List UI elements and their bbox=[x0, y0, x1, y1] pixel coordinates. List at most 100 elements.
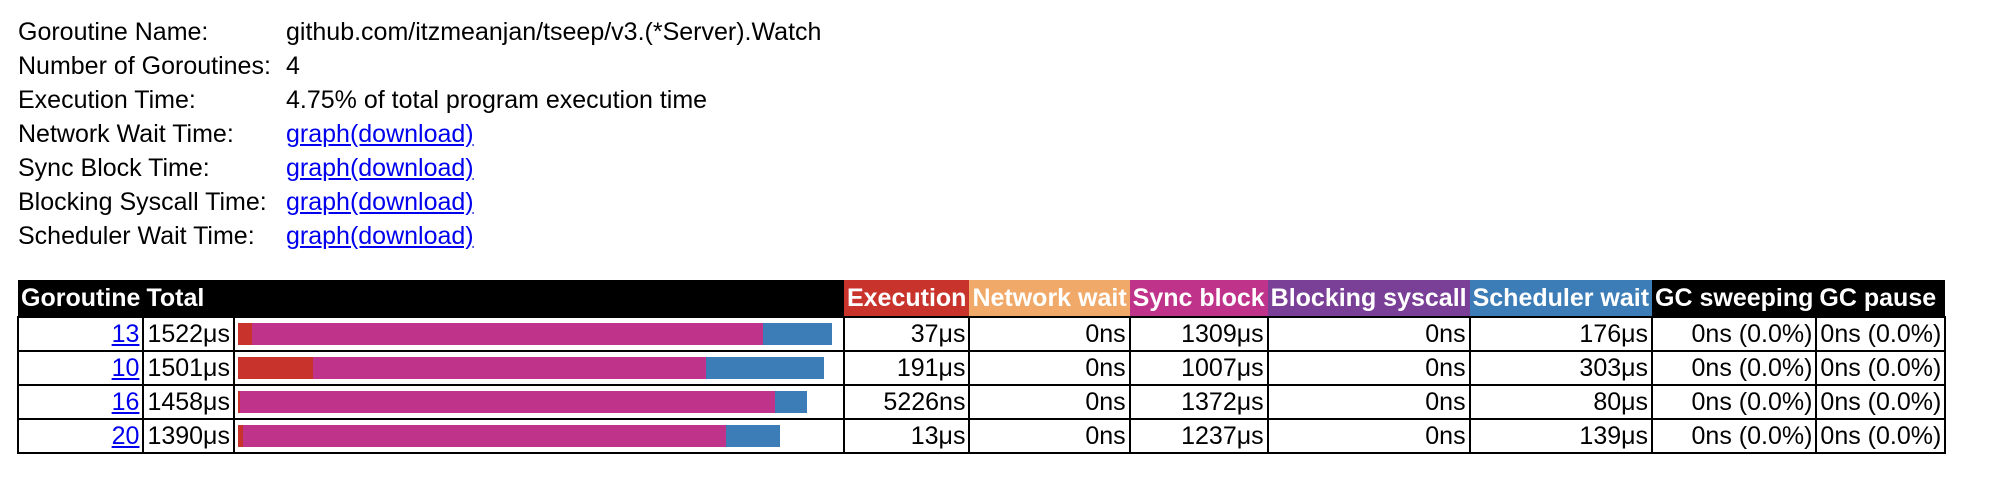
info-row-sync: Sync Block Time: graph(download) bbox=[18, 151, 821, 185]
total-cell: 1501μs bbox=[142, 350, 235, 386]
col-bar bbox=[233, 280, 844, 317]
total-cell: 1522μs bbox=[142, 316, 235, 352]
time-bar bbox=[237, 323, 840, 345]
execution-cell: 13μs bbox=[842, 418, 971, 454]
goroutine-id-link[interactable]: 16 bbox=[111, 387, 140, 416]
goroutine-name-value: github.com/itzmeanjan/tseep/v3.(*Server)… bbox=[286, 18, 822, 46]
bar-segment-scheduler-wait bbox=[763, 323, 832, 345]
info-row-network: Network Wait Time: graph(download) bbox=[18, 117, 821, 151]
blocking-syscall-download-link[interactable]: (download) bbox=[349, 188, 474, 216]
blocking-syscall-cell: 0ns bbox=[1266, 316, 1471, 352]
goroutine-id-link[interactable]: 10 bbox=[111, 353, 140, 382]
total-cell: 1390μs bbox=[142, 418, 235, 454]
col-goroutine: Goroutine bbox=[18, 280, 144, 317]
table-row: 13 1522μs 37μs 0ns 1309μs 0ns 176μs 0ns (0.0%) 0… bbox=[16, 316, 1947, 352]
table-header-row: Goroutine Total Execution Network wait S… bbox=[18, 280, 1946, 317]
blocking-syscall-label: Blocking Syscall Time: bbox=[18, 188, 267, 216]
time-bar-cell bbox=[232, 418, 845, 454]
col-total: Total bbox=[143, 280, 234, 317]
goroutine-id-cell: 20 bbox=[16, 418, 145, 454]
execution-cell: 191μs bbox=[842, 350, 971, 386]
bar-segment-sync-block bbox=[312, 357, 706, 379]
gc-sweeping-cell: 0ns (0.0%) bbox=[1651, 384, 1818, 420]
info-row-name: Goroutine Name: github.com/itzmeanjan/ts… bbox=[18, 15, 821, 49]
table-row: 10 1501μs 191μs 0ns 1007μs 0ns 303μs 0ns (0.0%)… bbox=[16, 350, 1947, 386]
table-row: 20 1390μs 13μs 0ns 1237μs 0ns 139μs 0ns (0.0%) 0… bbox=[16, 418, 1947, 454]
network-wait-graph-link[interactable]: graph bbox=[286, 120, 350, 148]
scheduler-wait-cell: 303μs bbox=[1468, 350, 1654, 386]
gc-sweeping-cell: 0ns (0.0%) bbox=[1651, 418, 1818, 454]
execution-time-value: 4.75% of total program execution time bbox=[286, 86, 708, 114]
bar-segment-sync-block bbox=[243, 425, 726, 447]
scheduler-wait-graph-link[interactable]: graph bbox=[286, 222, 350, 250]
sync-block-cell: 1237μs bbox=[1128, 418, 1269, 454]
gc-sweeping-cell: 0ns (0.0%) bbox=[1651, 350, 1818, 386]
info-row-exec: Execution Time: 4.75% of total program e… bbox=[18, 83, 821, 117]
scheduler-wait-cell: 139μs bbox=[1468, 418, 1654, 454]
sync-block-label: Sync Block Time: bbox=[18, 154, 210, 182]
bar-segment-execution bbox=[237, 391, 240, 413]
col-gc-pause: GC pause bbox=[1816, 280, 1946, 317]
time-bar-cell bbox=[232, 316, 845, 352]
blocking-syscall-cell: 0ns bbox=[1266, 384, 1471, 420]
goroutine-table: Goroutine Total Execution Network wait S… bbox=[16, 280, 1947, 454]
sync-block-cell: 1372μs bbox=[1128, 384, 1269, 420]
goroutine-name-label: Goroutine Name: bbox=[18, 18, 209, 46]
goroutine-count-label: Number of Goroutines: bbox=[18, 52, 271, 80]
bar-segment-execution bbox=[237, 323, 253, 345]
gc-pause-cell: 0ns (0.0%) bbox=[1815, 384, 1947, 420]
execution-cell: 37μs bbox=[842, 316, 971, 352]
bar-segment-scheduler-wait bbox=[725, 425, 781, 447]
gc-pause-cell: 0ns (0.0%) bbox=[1815, 418, 1947, 454]
goroutine-id-cell: 13 bbox=[16, 316, 145, 352]
info-row-syscall: Blocking Syscall Time: graph(download) bbox=[18, 185, 821, 219]
goroutine-id-cell: 10 bbox=[16, 350, 145, 386]
info-row-sched: Scheduler Wait Time: graph(download) bbox=[18, 219, 821, 253]
scheduler-wait-cell: 176μs bbox=[1468, 316, 1654, 352]
bar-segment-sync-block bbox=[252, 323, 764, 345]
time-bar-cell bbox=[232, 350, 845, 386]
col-scheduler-wait: Scheduler wait bbox=[1469, 280, 1653, 317]
goroutine-count-value: 4 bbox=[286, 52, 300, 80]
blocking-syscall-graph-link[interactable]: graph bbox=[286, 188, 350, 216]
goroutine-id-link[interactable]: 13 bbox=[111, 319, 140, 348]
sync-block-download-link[interactable]: (download) bbox=[349, 154, 474, 182]
sync-block-cell: 1007μs bbox=[1128, 350, 1269, 386]
col-sync-block: Sync block bbox=[1129, 280, 1268, 317]
network-wait-cell: 0ns bbox=[968, 384, 1131, 420]
bar-segment-scheduler-wait bbox=[775, 391, 807, 413]
bar-segment-sync-block bbox=[240, 391, 776, 413]
time-bar bbox=[237, 425, 840, 447]
table-row: 16 1458μs 5226ns 0ns 1372μs 0ns 80μs 0ns (0.0%)… bbox=[16, 384, 1947, 420]
gc-pause-cell: 0ns (0.0%) bbox=[1815, 350, 1947, 386]
time-bar-cell bbox=[232, 384, 845, 420]
gc-sweeping-cell: 0ns (0.0%) bbox=[1651, 316, 1818, 352]
col-gc-sweeping: GC sweeping bbox=[1652, 280, 1817, 317]
time-bar bbox=[237, 357, 840, 379]
bar-segment-scheduler-wait bbox=[705, 357, 824, 379]
goroutine-id-cell: 16 bbox=[16, 384, 145, 420]
network-wait-download-link[interactable]: (download) bbox=[349, 120, 474, 148]
scheduler-wait-download-link[interactable]: (download) bbox=[349, 222, 474, 250]
goroutine-id-link[interactable]: 20 bbox=[111, 421, 140, 450]
gc-pause-cell: 0ns (0.0%) bbox=[1815, 316, 1947, 352]
sync-block-graph-link[interactable]: graph bbox=[286, 154, 350, 182]
network-wait-cell: 0ns bbox=[968, 316, 1131, 352]
col-blocking-syscall: Blocking syscall bbox=[1267, 280, 1470, 317]
sync-block-cell: 1309μs bbox=[1128, 316, 1269, 352]
time-bar bbox=[237, 391, 840, 413]
col-execution: Execution bbox=[843, 280, 970, 317]
total-cell: 1458μs bbox=[142, 384, 235, 420]
network-wait-cell: 0ns bbox=[968, 350, 1131, 386]
execution-time-label: Execution Time: bbox=[18, 86, 196, 114]
network-wait-label: Network Wait Time: bbox=[18, 120, 234, 148]
bar-segment-execution bbox=[237, 357, 313, 379]
col-network-wait: Network wait bbox=[969, 280, 1130, 317]
scheduler-wait-cell: 80μs bbox=[1468, 384, 1654, 420]
network-wait-cell: 0ns bbox=[968, 418, 1131, 454]
bar-segment-execution bbox=[237, 425, 244, 447]
info-row-count: Number of Goroutines: 4 bbox=[18, 49, 821, 83]
scheduler-wait-label: Scheduler Wait Time: bbox=[18, 222, 255, 250]
goroutine-info: Goroutine Name: github.com/itzmeanjan/ts… bbox=[18, 15, 821, 253]
execution-cell: 5226ns bbox=[842, 384, 971, 420]
